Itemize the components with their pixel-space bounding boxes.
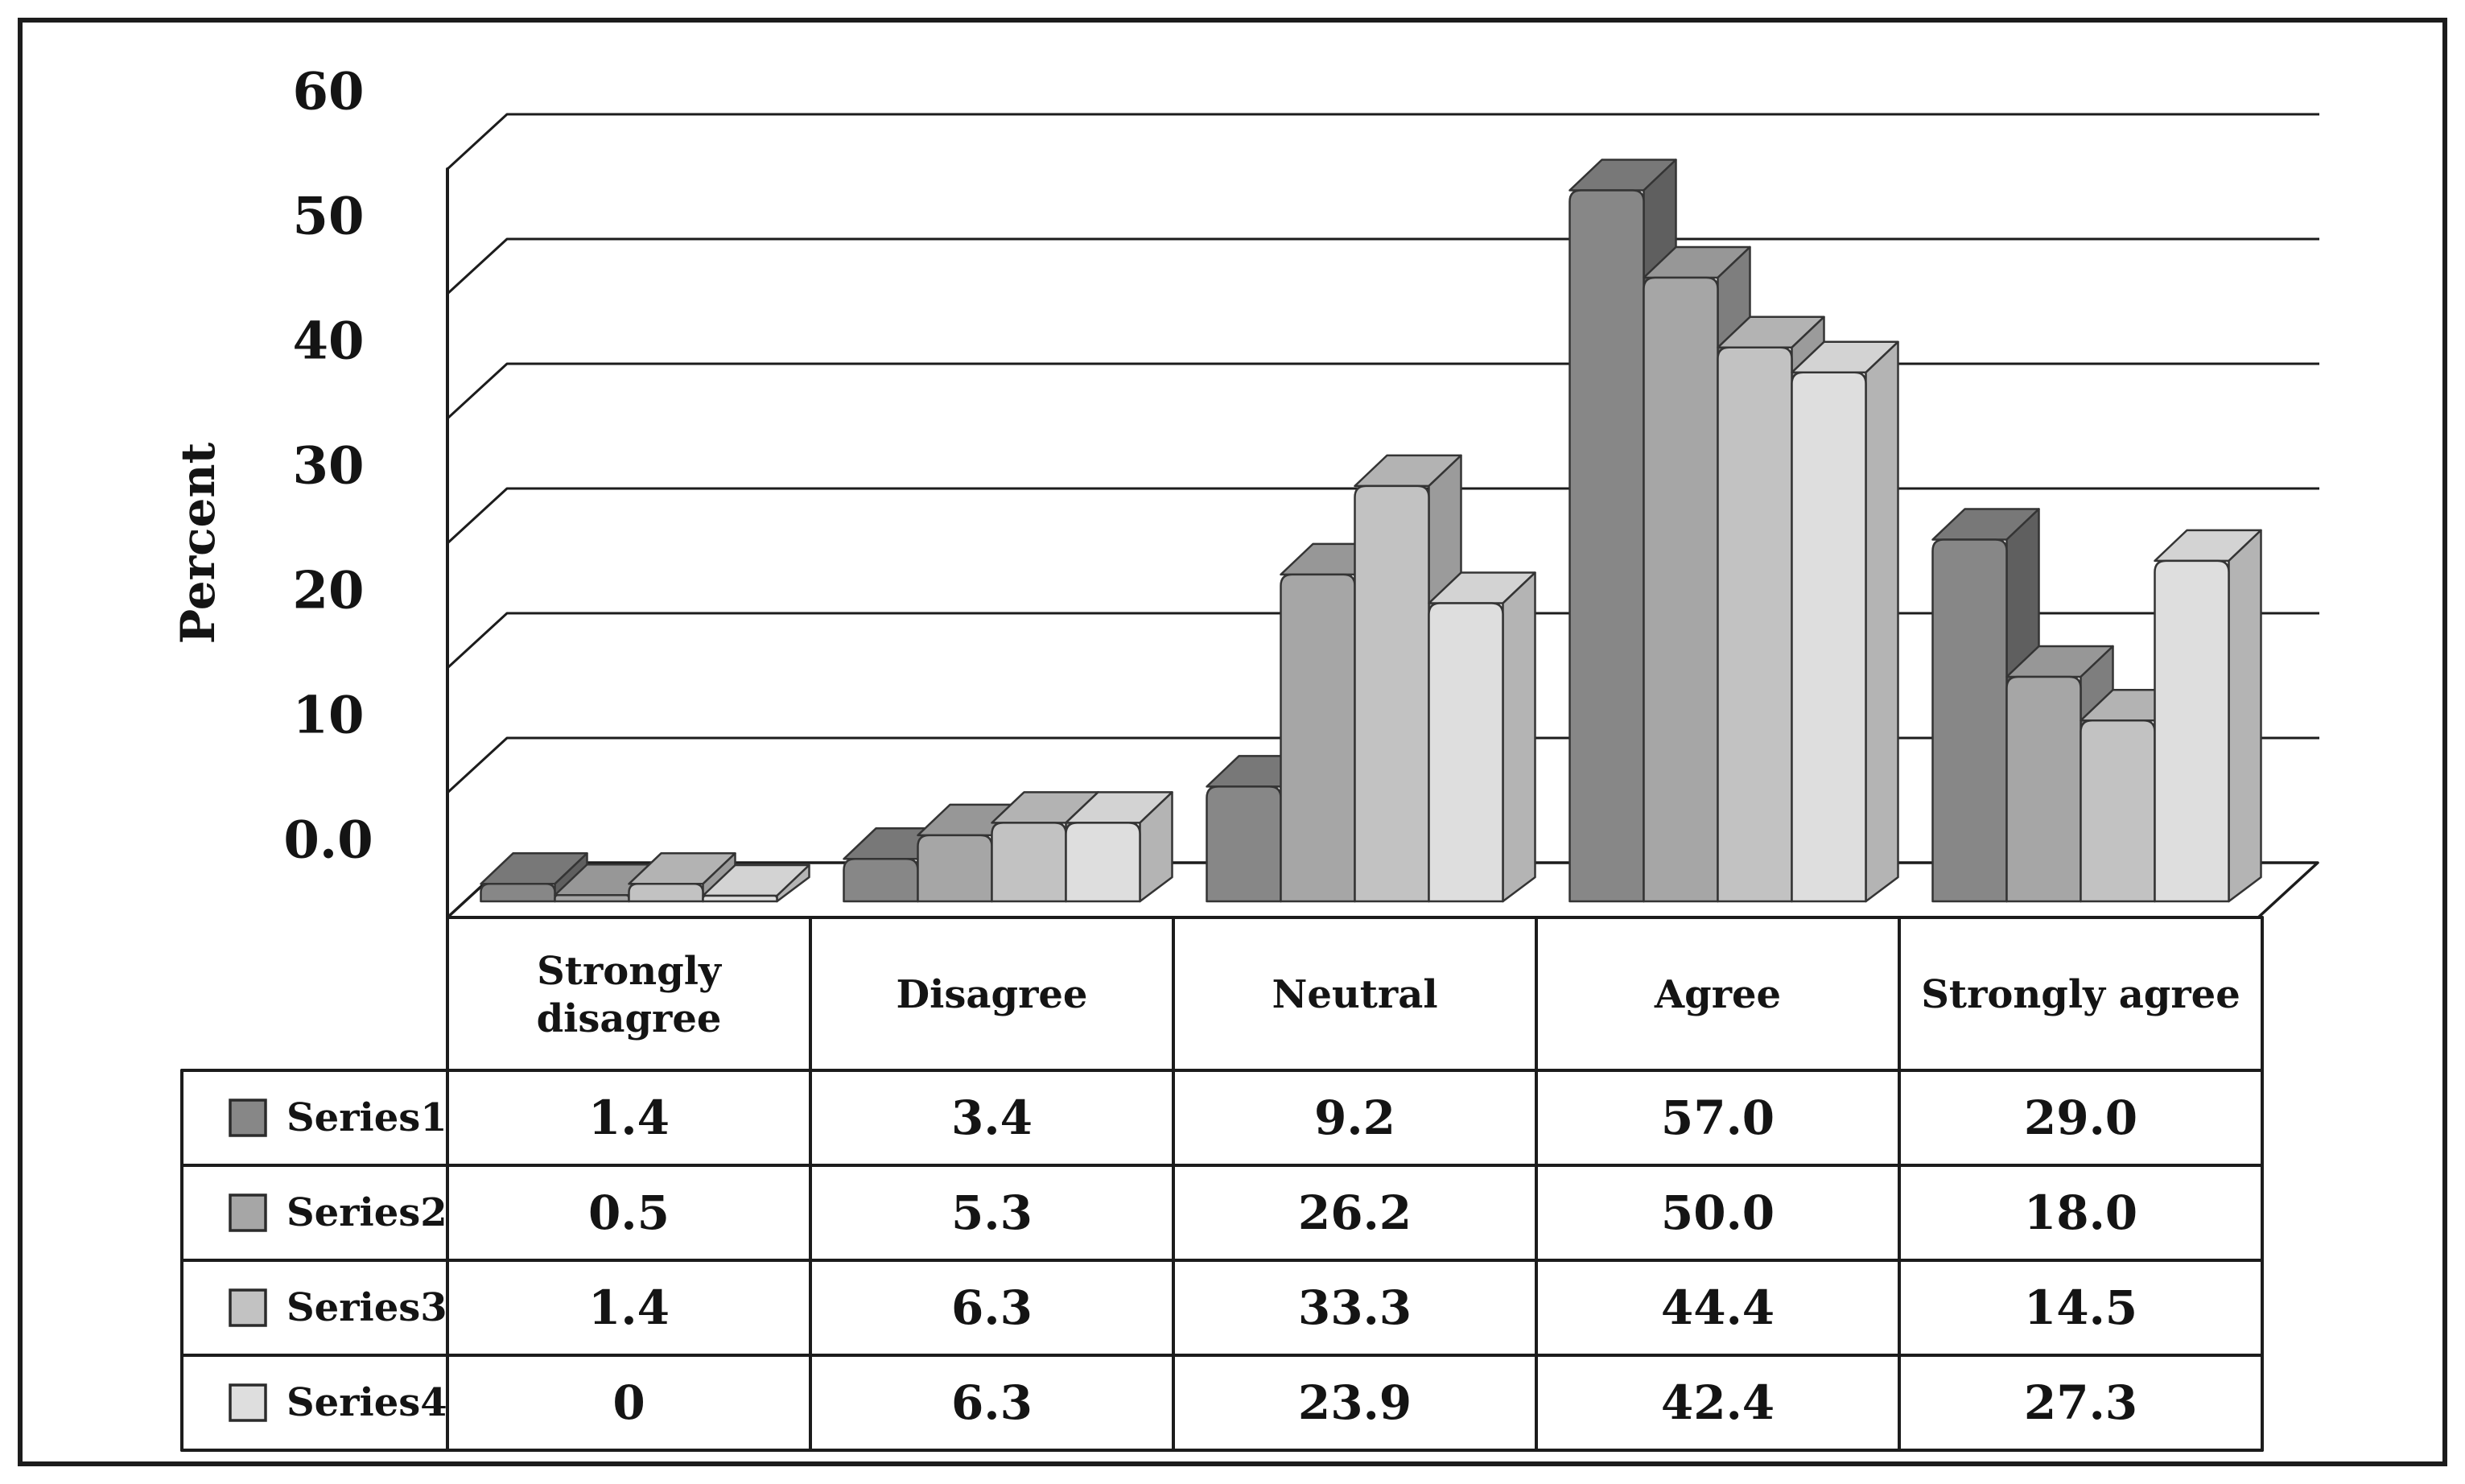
bar-front-face <box>1280 573 1356 903</box>
bar-side-face <box>1865 340 1899 903</box>
bar-front-face <box>1791 371 1867 903</box>
grid-line-50 <box>446 237 2319 295</box>
legend: Series1 Series2 Series3 Series4 <box>229 1095 447 1425</box>
bar-front-face <box>2005 675 2082 903</box>
bar-front-face <box>1931 538 2008 903</box>
bar-front-face <box>628 883 704 903</box>
series-label-series2: Series2 <box>286 1190 447 1235</box>
series-label-series4: Series4 <box>286 1380 447 1425</box>
bar-front-face <box>2080 719 2156 903</box>
bar-front-face <box>1428 602 1504 903</box>
table-cell-series3-4: 44.4 <box>1661 1280 1775 1335</box>
data-table <box>180 916 2264 1452</box>
table-cell-series4-2: 6.3 <box>951 1375 1033 1430</box>
table-cell-series1-4: 57.0 <box>1661 1090 1775 1145</box>
bar-front-face <box>702 894 778 903</box>
category-header-cell: Disagree <box>897 972 1088 1017</box>
table-cell-series2-2: 5.3 <box>951 1185 1033 1240</box>
series-label-series1: Series1 <box>286 1095 447 1140</box>
table-cell-series4-4: 42.4 <box>1661 1375 1775 1430</box>
chart-bars <box>480 159 2262 903</box>
y-tick-label-50: 50 <box>292 187 364 247</box>
grid-line-60 <box>446 113 2319 171</box>
bar-front-face <box>991 822 1067 903</box>
table-cell-series1-2: 3.4 <box>951 1090 1033 1145</box>
table-cell-series3-3: 33.3 <box>1298 1280 1412 1335</box>
bar-front-face <box>2154 559 2230 903</box>
bar-series4-disagree <box>1065 791 1173 903</box>
bar-side-face <box>2228 529 2262 903</box>
table-cell-series4-1: 0 <box>612 1375 645 1430</box>
table-cell-series2-1: 0.5 <box>588 1185 670 1240</box>
bar-series4-neutral <box>1428 571 1536 903</box>
category-header-cell: Agree <box>1654 972 1781 1017</box>
bar-front-face <box>1354 484 1430 903</box>
table-cell-series3-2: 6.3 <box>951 1280 1033 1335</box>
legend-swatch-icon-series1 <box>229 1099 267 1137</box>
legend-swatch-icon-series3 <box>229 1288 267 1327</box>
y-tick-label-20: 20 <box>292 561 364 621</box>
y-tick-label-30: 30 <box>292 436 364 497</box>
bar-front-face <box>1206 785 1282 903</box>
bar-series4-strongly-agree <box>2154 529 2262 903</box>
category-header-line2: disagree <box>537 996 722 1041</box>
table-cell-series4-5: 27.3 <box>2024 1375 2137 1430</box>
table-cell-series2-3: 26.2 <box>1298 1185 1412 1240</box>
bar-front-face <box>1568 189 1645 903</box>
table-cell-series1-5: 29.0 <box>2024 1090 2137 1145</box>
legend-swatch-icon-series2 <box>229 1193 267 1232</box>
category-header-line1: Strongly <box>537 949 723 994</box>
series-label-series3: Series3 <box>286 1285 447 1330</box>
y-tick-label-10: 10 <box>292 686 364 746</box>
bar-front-face <box>554 894 630 903</box>
table-cell-series3-1: 1.4 <box>588 1280 670 1335</box>
table-cell-series3-5: 14.5 <box>2024 1280 2137 1335</box>
table-cell-series4-3: 23.9 <box>1298 1375 1412 1430</box>
category-header-cell: Neutral <box>1272 972 1437 1017</box>
table-cell-series2-4: 50.0 <box>1661 1185 1775 1240</box>
table-cell-series2-5: 18.0 <box>2024 1185 2137 1240</box>
table-cell-series1-3: 9.2 <box>1314 1090 1395 1145</box>
y-axis-title: Percent <box>171 442 225 644</box>
legend-swatch-icon-series4 <box>229 1383 267 1422</box>
bar-front-face <box>917 834 993 903</box>
bar-front-face <box>1643 276 1719 903</box>
bar-series4-agree <box>1791 340 1899 903</box>
y-tick-labels: 0.0 10 20 30 40 50 60 <box>283 62 373 871</box>
bar-series4-strongly-disagree <box>702 864 810 903</box>
bar-side-face <box>1502 571 1536 903</box>
y-tick-label-0.0: 0.0 <box>283 810 373 871</box>
table-values: 1.4 3.4 9.2 57.0 29.0 0.5 5.3 26.2 50.0 18.0 1.4 6.… <box>588 1090 2137 1430</box>
y-tick-label-60: 60 <box>292 62 364 122</box>
bar-front-face <box>1065 822 1141 903</box>
category-header-cell: Strongly agree <box>1921 972 2240 1017</box>
y-tick-label-40: 40 <box>292 311 364 372</box>
bar-front-face <box>480 883 556 903</box>
table-cell-series1-1: 1.4 <box>588 1090 670 1145</box>
bar-front-face <box>1717 346 1793 903</box>
bar-front-face <box>843 858 919 903</box>
